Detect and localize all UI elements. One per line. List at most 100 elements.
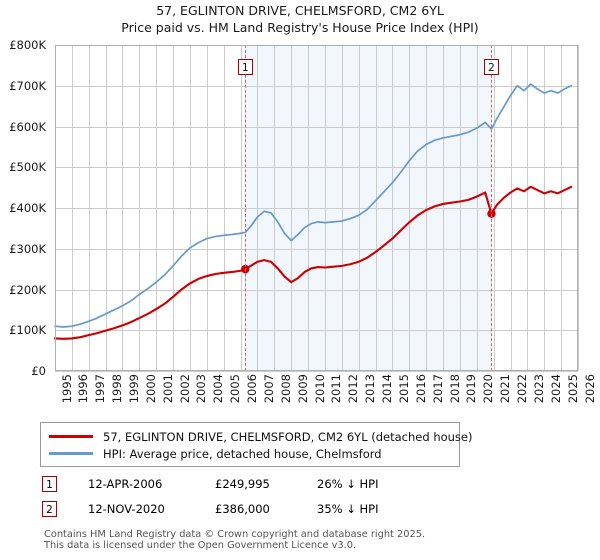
x-tick-label: 2010 bbox=[312, 374, 327, 404]
gridline-vertical bbox=[207, 45, 208, 371]
x-tick-label: 1996 bbox=[76, 374, 91, 404]
transaction-hpi-delta-1: 26% ↓ HPI bbox=[317, 477, 379, 491]
x-tick-label: 1997 bbox=[93, 374, 108, 404]
x-tick-label: 2020 bbox=[481, 374, 496, 404]
legend-item-property: 57, EGLINTON DRIVE, CHELMSFORD, CM2 6YL … bbox=[49, 428, 473, 445]
legend-label-property: 57, EGLINTON DRIVE, CHELMSFORD, CM2 6YL … bbox=[103, 429, 473, 444]
x-tick-label: 2015 bbox=[396, 374, 411, 404]
gridline-horizontal bbox=[55, 290, 578, 291]
line-hpi-average bbox=[54, 83, 573, 328]
gridline-vertical bbox=[291, 45, 292, 371]
x-tick-label: 2013 bbox=[363, 374, 378, 404]
gridline-vertical bbox=[511, 45, 512, 371]
page-title: 57, EGLINTON DRIVE, CHELMSFORD, CM2 6YL … bbox=[0, 2, 600, 36]
gridline-vertical bbox=[325, 45, 326, 371]
y-tick-label: £500K bbox=[9, 160, 46, 175]
transaction-price-2: £386,000 bbox=[215, 502, 270, 516]
gridline-vertical bbox=[460, 45, 461, 371]
legend-swatch-property bbox=[49, 435, 93, 438]
footer-line-1: Contains HM Land Registry data © Crown c… bbox=[44, 529, 426, 540]
gridline-vertical bbox=[308, 45, 309, 371]
x-tick-label: 2004 bbox=[211, 374, 226, 404]
x-tick-label: 2003 bbox=[194, 374, 209, 404]
line-property-price bbox=[53, 185, 573, 340]
y-tick-label: £600K bbox=[9, 119, 46, 134]
gridline-horizontal bbox=[55, 330, 578, 331]
gridline-horizontal bbox=[55, 167, 578, 168]
gridline-vertical bbox=[443, 45, 444, 371]
y-tick-label: £800K bbox=[9, 38, 46, 52]
gridline-vertical bbox=[342, 45, 343, 371]
x-tick-label: 2022 bbox=[515, 374, 530, 404]
x-tick-label: 2018 bbox=[447, 374, 462, 404]
plot-frame bbox=[55, 45, 578, 371]
event-marker-1[interactable]: 1 bbox=[237, 59, 253, 75]
x-tick-label: 2006 bbox=[245, 374, 260, 404]
gridline-vertical bbox=[477, 45, 478, 371]
event-dashed-line-2 bbox=[491, 45, 493, 371]
gridline-vertical bbox=[544, 45, 545, 371]
gridline-vertical bbox=[578, 45, 579, 371]
transaction-index-2: 2 bbox=[42, 501, 57, 517]
y-axis-labels: £0 £100K £200K £300K £400K £500K £600K £700K £80… bbox=[0, 38, 50, 378]
footer-line-2: This data is licensed under the Open Gov… bbox=[44, 540, 357, 551]
title-line-2: Price paid vs. HM Land Registry's House … bbox=[121, 20, 479, 35]
x-tick-label: 1998 bbox=[110, 374, 125, 404]
x-tick-label: 2016 bbox=[413, 374, 428, 404]
legend-swatch-hpi bbox=[49, 452, 93, 455]
y-tick-label: £400K bbox=[9, 201, 46, 215]
title-line-1: 57, EGLINTON DRIVE, CHELMSFORD, CM2 6YL bbox=[156, 3, 444, 18]
x-tick-label: 2021 bbox=[498, 374, 513, 404]
event-marker-2[interactable]: 2 bbox=[483, 59, 499, 75]
x-tick-label: 2008 bbox=[278, 374, 293, 404]
gridline-vertical bbox=[392, 45, 393, 371]
x-tick-label: 2000 bbox=[143, 374, 158, 404]
y-tick-label: £200K bbox=[9, 282, 46, 297]
gridline-vertical bbox=[72, 45, 73, 371]
gridline-vertical bbox=[409, 45, 410, 371]
legend-label-hpi: HPI: Average price, detached house, Chel… bbox=[103, 446, 382, 461]
transaction-hpi-delta-2: 35% ↓ HPI bbox=[317, 502, 379, 516]
transaction-date-2: 12-NOV-2020 bbox=[88, 502, 165, 516]
x-tick-label: 2025 bbox=[565, 374, 580, 404]
x-tick-label: 2001 bbox=[160, 374, 175, 404]
transactions-table: 1 12-APR-2006 £249,995 26% ↓ HPI 2 12-NO… bbox=[40, 474, 500, 524]
gridline-vertical bbox=[89, 45, 90, 371]
y-tick-label: £100K bbox=[9, 323, 46, 338]
x-tick-label: 2019 bbox=[464, 374, 479, 404]
gridline-vertical bbox=[561, 45, 562, 371]
x-tick-label: 2009 bbox=[295, 374, 310, 404]
gridline-vertical bbox=[274, 45, 275, 371]
chart-legend: 57, EGLINTON DRIVE, CHELMSFORD, CM2 6YL … bbox=[40, 422, 473, 467]
y-tick-label: £0 bbox=[31, 364, 46, 378]
gridline-horizontal bbox=[55, 371, 578, 372]
gridline-vertical bbox=[426, 45, 427, 371]
gridline-vertical bbox=[359, 45, 360, 371]
x-tick-label: 1995 bbox=[59, 374, 74, 404]
x-tick-label: 2026 bbox=[582, 374, 597, 404]
gridline-vertical bbox=[376, 45, 377, 371]
transaction-date-1: 12-APR-2006 bbox=[88, 477, 163, 491]
transaction-index-1: 1 bbox=[42, 476, 57, 492]
gridline-vertical bbox=[241, 45, 242, 371]
gridline-vertical bbox=[527, 45, 528, 371]
legend-item-hpi: HPI: Average price, detached house, Chel… bbox=[49, 445, 451, 462]
table-row[interactable]: 1 12-APR-2006 £249,995 26% ↓ HPI bbox=[40, 474, 500, 499]
x-tick-label: 2002 bbox=[177, 374, 192, 404]
x-tick-label: 2005 bbox=[228, 374, 243, 404]
x-tick-label: 2024 bbox=[548, 374, 563, 404]
x-tick-label: 2023 bbox=[531, 374, 546, 404]
transaction-price-1: £249,995 bbox=[215, 477, 270, 491]
x-tick-label: 2012 bbox=[346, 374, 361, 404]
x-tick-label: 2007 bbox=[261, 374, 276, 404]
y-tick-label: £300K bbox=[9, 241, 46, 256]
gridline-vertical bbox=[106, 45, 107, 371]
gridline-vertical bbox=[224, 45, 225, 371]
gridline-horizontal bbox=[55, 208, 578, 209]
gridline-vertical bbox=[156, 45, 157, 371]
y-tick-label: £700K bbox=[9, 78, 46, 93]
table-row[interactable]: 2 12-NOV-2020 £386,000 35% ↓ HPI bbox=[40, 499, 500, 524]
x-tick-label: 2011 bbox=[329, 374, 344, 404]
